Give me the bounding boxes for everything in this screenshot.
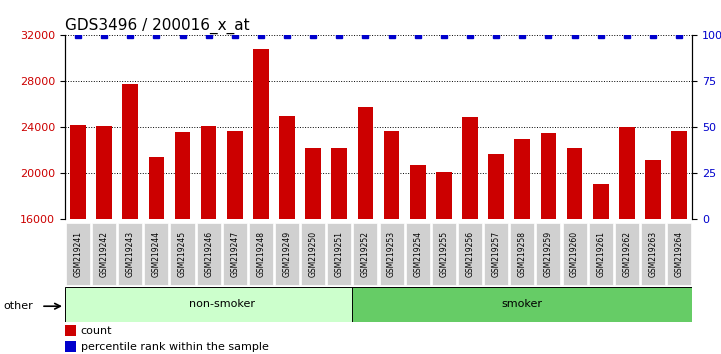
FancyBboxPatch shape <box>301 223 325 285</box>
Text: GSM219250: GSM219250 <box>309 231 318 277</box>
Bar <box>200 126 216 354</box>
Bar <box>358 107 373 354</box>
Text: GSM219257: GSM219257 <box>492 231 500 277</box>
Text: GSM219258: GSM219258 <box>518 231 527 277</box>
Bar <box>65 325 76 336</box>
FancyBboxPatch shape <box>66 223 90 285</box>
Text: GSM219246: GSM219246 <box>204 231 213 277</box>
FancyBboxPatch shape <box>667 223 691 285</box>
Text: other: other <box>4 301 33 311</box>
FancyBboxPatch shape <box>510 223 534 285</box>
Text: GSM219255: GSM219255 <box>439 231 448 277</box>
FancyBboxPatch shape <box>588 223 613 285</box>
Bar <box>410 165 425 354</box>
FancyBboxPatch shape <box>536 223 560 285</box>
Text: GDS3496 / 200016_x_at: GDS3496 / 200016_x_at <box>65 18 249 34</box>
FancyBboxPatch shape <box>275 223 299 285</box>
Bar <box>619 127 634 354</box>
Text: GSM219251: GSM219251 <box>335 231 344 277</box>
Text: non-smoker: non-smoker <box>189 299 255 309</box>
Text: GSM219264: GSM219264 <box>675 231 684 277</box>
Bar <box>567 148 583 354</box>
Text: GSM219260: GSM219260 <box>570 231 579 277</box>
Bar <box>253 49 269 354</box>
FancyBboxPatch shape <box>353 287 692 322</box>
Bar <box>462 117 478 354</box>
FancyBboxPatch shape <box>641 223 665 285</box>
Bar <box>541 133 557 354</box>
FancyBboxPatch shape <box>615 223 639 285</box>
Bar <box>96 126 112 354</box>
FancyBboxPatch shape <box>562 223 587 285</box>
FancyBboxPatch shape <box>144 223 169 285</box>
FancyBboxPatch shape <box>249 223 273 285</box>
Bar <box>384 131 399 354</box>
Bar <box>671 131 687 354</box>
Bar <box>488 154 504 354</box>
Text: GSM219259: GSM219259 <box>544 231 553 277</box>
Bar <box>123 84 138 354</box>
Text: GSM219249: GSM219249 <box>283 231 291 277</box>
Text: GSM219241: GSM219241 <box>74 231 82 277</box>
Bar <box>645 160 661 354</box>
Bar <box>279 116 295 354</box>
Bar <box>65 341 76 353</box>
FancyBboxPatch shape <box>327 223 351 285</box>
FancyBboxPatch shape <box>223 223 247 285</box>
Bar <box>514 139 530 354</box>
Bar <box>436 172 451 354</box>
FancyBboxPatch shape <box>197 223 221 285</box>
Bar <box>593 184 609 354</box>
FancyBboxPatch shape <box>406 223 430 285</box>
Text: smoker: smoker <box>502 299 543 309</box>
FancyBboxPatch shape <box>484 223 508 285</box>
Text: GSM219252: GSM219252 <box>361 231 370 277</box>
Bar <box>332 148 347 354</box>
Text: GSM219243: GSM219243 <box>125 231 135 277</box>
Bar <box>70 125 86 354</box>
Text: GSM219262: GSM219262 <box>622 231 632 277</box>
Text: GSM219248: GSM219248 <box>257 231 265 277</box>
Text: GSM219242: GSM219242 <box>99 231 109 277</box>
Text: GSM219247: GSM219247 <box>230 231 239 277</box>
Text: count: count <box>81 326 112 336</box>
Text: GSM219253: GSM219253 <box>387 231 396 277</box>
Text: GSM219245: GSM219245 <box>178 231 187 277</box>
FancyBboxPatch shape <box>170 223 195 285</box>
FancyBboxPatch shape <box>432 223 456 285</box>
FancyBboxPatch shape <box>379 223 404 285</box>
FancyBboxPatch shape <box>118 223 142 285</box>
Text: GSM219254: GSM219254 <box>413 231 423 277</box>
FancyBboxPatch shape <box>65 287 379 322</box>
Text: GSM219256: GSM219256 <box>466 231 474 277</box>
Text: GSM219244: GSM219244 <box>152 231 161 277</box>
FancyBboxPatch shape <box>92 223 116 285</box>
Bar <box>174 132 190 354</box>
Text: percentile rank within the sample: percentile rank within the sample <box>81 342 268 352</box>
Bar <box>227 131 242 354</box>
Bar <box>305 148 321 354</box>
Text: GSM219261: GSM219261 <box>596 231 605 277</box>
Text: GSM219263: GSM219263 <box>648 231 658 277</box>
FancyBboxPatch shape <box>353 223 378 285</box>
FancyBboxPatch shape <box>458 223 482 285</box>
Bar <box>149 157 164 354</box>
